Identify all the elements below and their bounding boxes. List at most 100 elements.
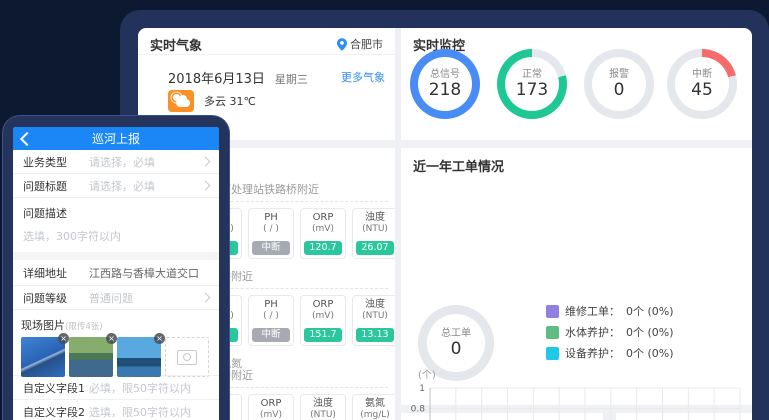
issue-level-value: 普通问题 <box>89 291 133 305</box>
sensor-tile-PH: PH ( / ) 中断 <box>248 295 294 346</box>
business-type-label: 业务类型 <box>23 155 67 169</box>
weather-date: 2018年6月13日 <box>168 72 265 87</box>
sensor-tile-ORP: ORP (mV) 120.7 <box>300 208 346 259</box>
sensor-unit: (NTU) <box>362 311 388 321</box>
weather-panel: 实时气象 合肥市 2018年6月13日 星期三 更多气象 <box>138 28 395 140</box>
bottom-panels <box>401 413 752 420</box>
issue-desc-label: 问题描述 <box>23 207 67 220</box>
donut-label: 报警 <box>609 68 629 80</box>
address-row[interactable]: 详细地址 江西路与香樟大道交口 <box>13 260 219 286</box>
legend-item: 水体养护： 0个 (0%) <box>546 324 674 340</box>
business-type-placeholder: 请选择，必填 <box>89 155 155 169</box>
photos-field: 现场图片(限传4张) × × × <box>13 310 219 377</box>
weather-condition: 多云 31℃ <box>204 95 256 108</box>
weather-weekday: 星期三 <box>274 73 308 86</box>
workorder-unit: (个) <box>418 370 436 381</box>
sensor-tile-浊度: 浊度 (NTU) 26.07 <box>352 208 398 259</box>
sensor-value-badge: 中断 <box>252 328 290 342</box>
workorder-title: 近一年工单情况 <box>413 160 505 175</box>
issue-level-row[interactable]: 问题等级 普通问题 <box>13 286 219 310</box>
monitor-donut-正常: 正常 173 <box>497 49 567 119</box>
workorder-line-chart: 00.20.40.60.817月8月9月10月11月12月1月2月3月4月5月6… <box>401 373 752 420</box>
divider-band <box>401 140 752 148</box>
legend-label: 维修工单： <box>565 305 620 318</box>
divider-band <box>138 140 395 148</box>
sensor-tile-PH: PH ( / ) 中断 <box>248 208 294 259</box>
sensor-title: 浊度 <box>313 398 333 409</box>
sensor-unit: ( / ) <box>263 311 279 321</box>
address-value: 江西路与香樟大道交口 <box>89 266 199 280</box>
custom-field2-row[interactable]: 自定义字段2 选填，限50字符以内 <box>13 400 219 420</box>
svg-text:0.8: 0.8 <box>411 404 426 414</box>
legend-value: 0个 (0%) <box>626 326 674 339</box>
sensor-unit: (NTU) <box>362 224 388 234</box>
sensor-tile-ORP: ORP (mV) 151.7 <box>300 295 346 346</box>
legend-label: 设备养护： <box>565 347 620 360</box>
sensor-title: ORP <box>312 299 334 310</box>
city-name: 合肥市 <box>350 38 383 51</box>
legend-swatch <box>546 325 559 339</box>
legend-label: 水体养护： <box>565 326 620 339</box>
photos-hint: (限传4张) <box>65 322 103 332</box>
workorder-donut: 总工单 0 <box>418 305 494 381</box>
workorder-legend: 维修工单： 0个 (0%) 水体养护： 0个 (0%) 设备养护： 0个 (0%… <box>546 303 674 361</box>
custom-field1-row[interactable]: 自定义字段1 必填，限50字符以内 <box>13 376 219 400</box>
issue-title-row[interactable]: 问题标题 请选择，必填 <box>13 174 219 198</box>
photo-thumbnail[interactable]: × <box>21 333 69 377</box>
issue-desc-placeholder: 选填，300字符以内 <box>23 230 121 243</box>
sensor-value-badge: 中断 <box>252 241 290 255</box>
donut-value: 0 <box>613 79 625 100</box>
sensor-unit: ( / ) <box>263 224 279 234</box>
remove-photo-icon[interactable]: × <box>106 333 117 344</box>
monitor-donut-总信号: 总信号 218 <box>410 49 480 119</box>
legend-item: 维修工单： 0个 (0%) <box>546 303 674 319</box>
back-icon[interactable] <box>19 131 35 147</box>
station-name: 桥附近 <box>220 369 253 382</box>
chevron-right-icon <box>200 156 211 167</box>
sensor-unit: (mV) <box>312 224 334 234</box>
custom-field1-label: 自定义字段1 <box>23 381 85 395</box>
remove-photo-icon[interactable]: × <box>154 333 165 344</box>
bottom-panel-right <box>616 413 752 420</box>
svg-text:1: 1 <box>419 384 425 394</box>
camera-icon <box>177 349 197 365</box>
donut-value: 45 <box>691 79 713 100</box>
donut-value: 218 <box>428 79 462 100</box>
sensor-title: PH <box>264 212 278 223</box>
sensor-title: 浊度 <box>365 212 385 223</box>
workorder-panel: 近一年工单情况 总工单 0 (个) 维修工单： 0个 (0%) 水体养护： 0个… <box>401 148 752 420</box>
sensor-unit: (mV) <box>260 410 282 420</box>
column-divider <box>395 28 401 420</box>
photo-thumbnail[interactable]: × <box>117 333 165 377</box>
legend-swatch <box>546 346 559 360</box>
monitor-panel: 实时监控 总信号 218 正常 173 报警 0 中断 45 <box>401 28 752 140</box>
phone-page-title: 巡河上报 <box>91 132 140 146</box>
issue-desc-field[interactable]: 问题描述 选填，300字符以内 <box>13 198 219 252</box>
donut-label: 中断 <box>692 68 712 80</box>
more-weather-link[interactable]: 更多气象 <box>341 71 385 84</box>
sensor-tile-浊度: 浊度 (NTU) 13.13 <box>352 295 398 346</box>
donut-label: 总信号 <box>430 68 460 80</box>
workorder-donut-value: 0 <box>450 338 462 359</box>
remove-photo-icon[interactable]: × <box>58 333 69 344</box>
legend-swatch <box>546 304 559 318</box>
sensor-value-badge: 120.7 <box>304 241 342 255</box>
photo-thumbnail[interactable]: × <box>69 333 117 377</box>
donut-label: 正常 <box>522 68 542 80</box>
sensor-tile-ORP: ORP (mV) 91.44 <box>248 394 294 420</box>
location-pin-icon <box>337 37 347 51</box>
phone-header: 巡河上报 <box>13 127 219 150</box>
station-name: 河处理站铁路桥附近 <box>220 183 319 196</box>
issue-level-label: 问题等级 <box>23 291 67 305</box>
sensor-title: ORP <box>260 398 282 409</box>
business-type-row[interactable]: 业务类型 请选择，必填 <box>13 150 219 174</box>
sensor-unit: (NTU) <box>310 410 336 420</box>
custom-field2-placeholder: 选填，限50字符以内 <box>89 405 191 419</box>
add-photo-button[interactable] <box>165 337 209 377</box>
phone-divider-band <box>13 252 219 260</box>
sensor-title: PH <box>264 299 278 310</box>
monitor-donut-中断: 中断 45 <box>667 49 737 119</box>
sensor-value-badge: 151.7 <box>304 328 342 342</box>
sensor-value-badge: 13.13 <box>356 328 394 342</box>
chevron-right-icon <box>200 292 211 303</box>
